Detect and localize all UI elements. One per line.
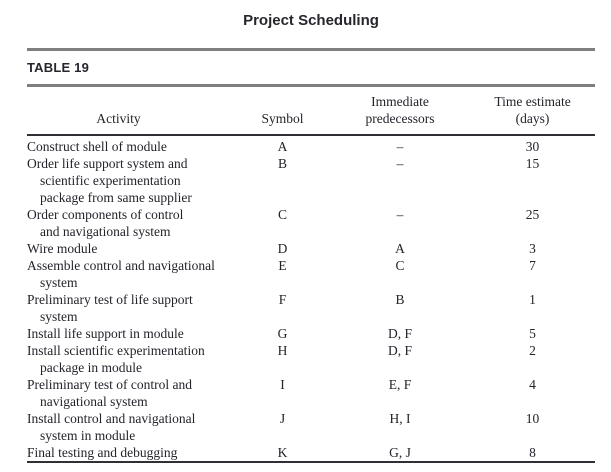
- table-label: TABLE 19: [27, 60, 90, 75]
- symbol-cell: D: [277, 241, 288, 256]
- activity-cell: Install life support in module: [27, 325, 235, 342]
- activity-line-wrap: system: [40, 309, 78, 324]
- column-header-symbol: Symbol: [235, 110, 330, 127]
- symbol-cell: C: [277, 207, 287, 222]
- days-cell: 8: [529, 445, 536, 460]
- activity-line-wrap: navigational system: [40, 394, 148, 409]
- activity-cell: Install control and navigational system i…: [27, 410, 235, 444]
- table-bottom-rule: [27, 461, 595, 463]
- days-cell: 5: [529, 326, 536, 341]
- table-19: TABLE 19 Activity Symbol Immediate prede…: [27, 48, 595, 463]
- symbol-cell: K: [277, 445, 288, 460]
- predecessors-cell: A: [395, 241, 405, 256]
- activity-line: Install control and navigational: [27, 411, 196, 426]
- table-row: Assemble control and navigational system …: [27, 257, 595, 291]
- column-header-symbol-label: Symbol: [261, 111, 304, 126]
- days-cell: 3: [529, 241, 536, 256]
- predecessors-cell: D, F: [387, 326, 412, 341]
- symbol-cell: G: [277, 326, 288, 341]
- table-label-rule: [27, 84, 595, 87]
- activity-cell: Preliminary test of control and navigatio…: [27, 376, 235, 410]
- activity-line-wrap: system in module: [40, 428, 136, 443]
- table-row: Install scientific experimentation packag…: [27, 342, 595, 376]
- activity-line: Assemble control and navigational: [27, 258, 215, 273]
- column-header-predecessors-line2: predecessors: [365, 111, 435, 126]
- column-header-predecessors-line1: Immediate: [371, 94, 429, 109]
- days-cell: 4: [529, 377, 536, 392]
- days-cell: 15: [525, 156, 540, 171]
- activity-line-wrap: package in module: [40, 360, 142, 375]
- predecessors-cell: –: [396, 156, 404, 171]
- table-header-rule: [27, 134, 595, 136]
- activity-cell: Wire module: [27, 240, 235, 257]
- column-header-days: Time estimate (days): [470, 93, 595, 127]
- symbol-cell: B: [277, 156, 287, 171]
- activity-line-wrap: scientific experimentation: [40, 173, 181, 188]
- table-row: Order components of control and navigatio…: [27, 206, 595, 240]
- table-row: Install control and navigational system i…: [27, 410, 595, 444]
- symbol-cell: F: [278, 292, 287, 307]
- table-row: Preliminary test of life support system F…: [27, 291, 595, 325]
- activity-line: Order components of control: [27, 207, 184, 222]
- activity-cell: Preliminary test of life support system: [27, 291, 235, 325]
- table-row: Wire module D A 3: [27, 240, 595, 257]
- predecessors-cell: D, F: [387, 343, 412, 358]
- days-cell: 25: [525, 207, 540, 222]
- symbol-cell: J: [279, 411, 286, 426]
- table-row: Order life support system and scientific …: [27, 155, 595, 206]
- column-header-activity: Activity: [27, 110, 235, 127]
- symbol-cell: A: [277, 139, 288, 154]
- column-header-days-line2: (days): [515, 111, 550, 126]
- symbol-cell: I: [280, 377, 285, 392]
- activity-cell: Order life support system and scientific …: [27, 155, 235, 206]
- activity-line: Install scientific experimentation: [27, 343, 205, 358]
- table-row: Preliminary test of control and navigatio…: [27, 376, 595, 410]
- activity-line-wrap: package from same supplier: [40, 190, 192, 205]
- predecessors-cell: B: [395, 292, 405, 307]
- activity-cell: Assemble control and navigational system: [27, 257, 235, 291]
- page-title: Project Scheduling: [243, 12, 379, 29]
- days-cell: 30: [525, 139, 540, 154]
- table-header-row: Activity Symbol Immediate predecessors T…: [27, 87, 595, 134]
- table-row: Construct shell of module A – 30: [27, 138, 595, 155]
- column-header-predecessors: Immediate predecessors: [330, 93, 470, 127]
- symbol-cell: E: [278, 258, 287, 273]
- activity-cell: Order components of control and navigatio…: [27, 206, 235, 240]
- predecessors-cell: G, J: [389, 445, 411, 460]
- predecessors-cell: –: [396, 139, 404, 154]
- predecessors-cell: E, F: [388, 377, 412, 392]
- activity-cell: Final testing and debugging: [27, 444, 235, 461]
- activity-line: Wire module: [27, 241, 98, 256]
- activity-cell: Install scientific experimentation packag…: [27, 342, 235, 376]
- predecessors-cell: H, I: [389, 411, 411, 426]
- table-top-rule: [27, 48, 595, 51]
- activity-line: Install life support in module: [27, 326, 184, 341]
- activity-line-wrap: system: [40, 275, 78, 290]
- days-cell: 2: [529, 343, 536, 358]
- symbol-cell: H: [277, 343, 288, 358]
- activity-line: Final testing and debugging: [27, 445, 178, 460]
- days-cell: 7: [529, 258, 536, 273]
- activity-cell: Construct shell of module: [27, 138, 235, 155]
- activity-line: Preliminary test of life support: [27, 292, 193, 307]
- activity-line: Construct shell of module: [27, 139, 167, 154]
- predecessors-cell: –: [396, 207, 404, 222]
- days-cell: 10: [525, 411, 540, 426]
- column-header-activity-label: Activity: [96, 111, 141, 126]
- days-cell: 1: [529, 292, 536, 307]
- column-header-days-line1: Time estimate: [494, 94, 571, 109]
- activity-line: Order life support system and: [27, 156, 188, 171]
- predecessors-cell: C: [395, 258, 405, 273]
- activity-line-wrap: and navigational system: [40, 224, 171, 239]
- table-body: Construct shell of module A – 30 Order l…: [27, 136, 595, 461]
- activity-line: Preliminary test of control and: [27, 377, 192, 392]
- table-row: Final testing and debugging K G, J 8: [27, 444, 595, 461]
- table-row: Install life support in module G D, F 5: [27, 325, 595, 342]
